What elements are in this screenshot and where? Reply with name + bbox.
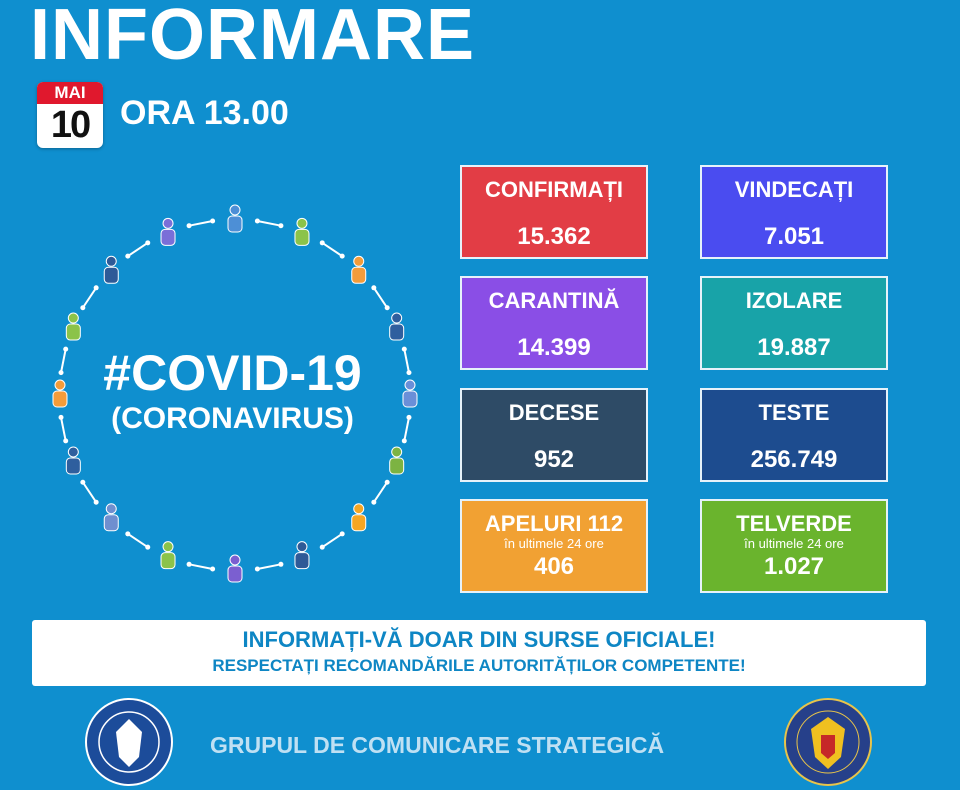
double-arrow-icon <box>401 414 412 444</box>
double-arrow-icon <box>371 479 390 505</box>
stat-box-carantin-: CARANTINĂ 14.399 <box>460 276 648 370</box>
stat-value: 1.027 <box>763 553 825 580</box>
person-icon <box>65 312 81 341</box>
government-seal-logo <box>85 698 173 786</box>
stat-label: IZOLARE <box>745 288 843 313</box>
stat-label: APELURI 112 <box>484 511 624 536</box>
person-icon <box>160 541 176 570</box>
report-time: ORA 13.00 <box>120 94 289 132</box>
stat-value: 14.399 <box>517 334 591 361</box>
banner-line-1: INFORMAȚI-VĂ DOAR DIN SURSE OFICIALE! <box>242 627 716 652</box>
double-arrow-icon <box>186 561 216 572</box>
people-ring-illustration <box>52 204 418 583</box>
person-icon <box>160 217 176 246</box>
person-icon <box>351 503 367 532</box>
stat-label: VINDECAȚI <box>734 177 854 202</box>
person-icon <box>52 379 68 408</box>
stat-value: 19.887 <box>757 334 831 361</box>
double-arrow-icon <box>401 346 412 376</box>
person-icon <box>103 255 119 284</box>
official-sources-banner: INFORMAȚI-VĂ DOAR DIN SURSE OFICIALE! RE… <box>32 620 926 686</box>
person-icon <box>389 312 405 341</box>
stat-label: CARANTINĂ <box>488 288 620 313</box>
double-arrow-icon <box>371 285 390 311</box>
stat-value: 7.051 <box>763 223 825 250</box>
banner-line-2: RESPECTAȚI RECOMANDĂRILE AUTORITĂȚILOR C… <box>212 656 746 675</box>
covid-subtitle: (CORONAVIRUS) <box>111 402 354 435</box>
calendar-month: MAI <box>37 82 103 104</box>
stat-label: TESTE <box>758 400 830 425</box>
person-icon <box>65 446 81 475</box>
stat-box-telverde: TELVERDE în ultimele 24 ore 1.027 <box>700 499 888 593</box>
stat-label: TELVERDE <box>736 511 852 536</box>
person-icon <box>351 255 367 284</box>
double-arrow-icon <box>58 414 69 444</box>
stat-box-izolare: IZOLARE 19.887 <box>700 276 888 370</box>
double-arrow-icon <box>319 531 345 550</box>
person-icon <box>294 541 310 570</box>
stat-sublabel: în ultimele 24 ore <box>744 536 844 551</box>
double-arrow-icon <box>80 479 99 505</box>
double-arrow-icon <box>125 531 151 550</box>
calendar-icon: MAI 10 <box>37 82 103 148</box>
stat-value: 406 <box>533 553 575 580</box>
stat-label: CONFIRMAȚI <box>484 177 624 202</box>
stat-sublabel: în ultimele 24 ore <box>504 536 604 551</box>
double-arrow-icon <box>80 285 99 311</box>
person-icon <box>227 204 243 233</box>
stat-label: DECESE <box>508 400 600 425</box>
person-icon <box>402 379 418 408</box>
person-icon <box>227 554 243 583</box>
calendar-day: 10 <box>50 104 91 146</box>
covid-hashtag: #COVID-19 <box>103 345 362 401</box>
stat-box-decese: DECESE 952 <box>460 388 648 482</box>
double-arrow-icon <box>186 218 216 229</box>
double-arrow-icon <box>319 240 345 259</box>
stat-box-vindeca-i: VINDECAȚI 7.051 <box>700 165 888 259</box>
double-arrow-icon <box>254 561 284 572</box>
stat-box-apeluri-112: APELURI 112 în ultimele 24 ore 406 <box>460 499 648 593</box>
footer-organization: GRUPUL DE COMUNICARE STRATEGICĂ <box>210 732 665 758</box>
person-icon <box>103 503 119 532</box>
stat-box-confirma-i: CONFIRMAȚI 15.362 <box>460 165 648 259</box>
covid-label: #COVID-19 (CORONAVIRUS) <box>60 345 405 437</box>
double-arrow-icon <box>58 346 69 376</box>
stat-value: 952 <box>533 446 575 473</box>
dsu-seal-logo <box>784 698 872 786</box>
page-title: INFORMARE <box>30 0 475 75</box>
double-arrow-icon <box>254 218 284 229</box>
stat-box-teste: TESTE 256.749 <box>700 388 888 482</box>
stat-value: 15.362 <box>517 223 591 250</box>
person-icon <box>389 446 405 475</box>
stat-value: 256.749 <box>750 446 838 473</box>
person-icon <box>294 217 310 246</box>
double-arrow-icon <box>125 240 151 259</box>
